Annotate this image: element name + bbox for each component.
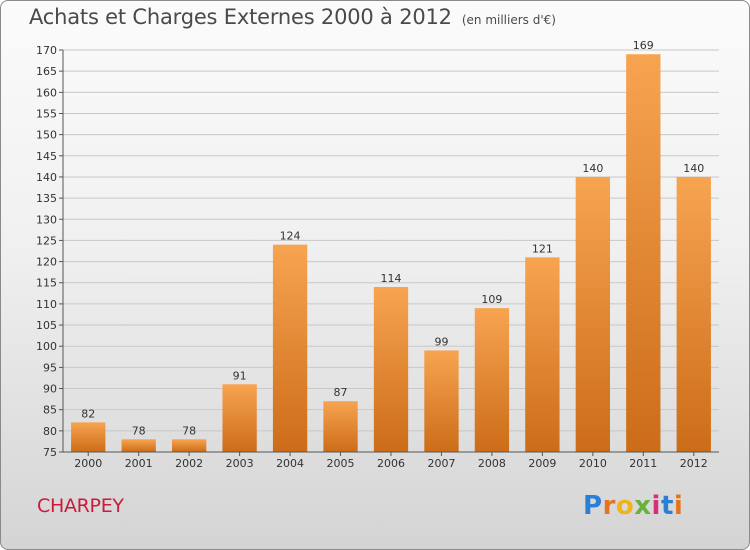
y-tick-label: 105	[36, 319, 57, 332]
bar	[222, 384, 257, 452]
logo-letter: i	[673, 491, 684, 521]
chart-title-text: Achats et Charges Externes 2000 à 2012	[29, 5, 452, 29]
data-label: 99	[434, 335, 448, 348]
y-tick-label: 160	[36, 86, 57, 99]
logo-letter: x	[634, 491, 652, 521]
bar	[121, 439, 156, 452]
logo-letter: i	[651, 491, 661, 521]
data-label: 169	[633, 39, 654, 52]
y-tick-label: 120	[36, 256, 57, 269]
x-tick-label: 2000	[74, 457, 102, 470]
x-tick-label: 2011	[629, 457, 657, 470]
x-tick-label: 2004	[276, 457, 304, 470]
y-tick-label: 85	[43, 404, 57, 417]
data-label: 140	[582, 162, 603, 175]
bar	[71, 422, 106, 452]
y-tick-label: 150	[36, 129, 57, 142]
y-tick-label: 130	[36, 213, 57, 226]
y-tick-label: 80	[43, 425, 57, 438]
data-label: 109	[481, 293, 502, 306]
data-label: 78	[132, 424, 146, 437]
logo-letter: P	[583, 491, 603, 521]
y-tick-label: 165	[36, 65, 57, 78]
x-tick-label: 2005	[327, 457, 355, 470]
x-tick-label: 2006	[377, 457, 405, 470]
bar	[676, 176, 711, 452]
y-tick-label: 95	[43, 361, 57, 374]
bar	[626, 54, 661, 453]
y-tick-label: 170	[36, 44, 57, 57]
bar	[424, 350, 459, 452]
y-tick-label: 115	[36, 277, 57, 290]
x-tick-label: 2007	[427, 457, 455, 470]
y-tick-label: 155	[36, 107, 57, 120]
data-label: 124	[280, 230, 301, 243]
axes: 75 80 85 90 95 100 105 110 115 120 125 130 135 140 145…	[36, 44, 719, 470]
chart-subtitle: (en milliers d'€)	[461, 13, 556, 27]
commune-name: CHARPEY	[37, 495, 124, 517]
x-tick-label: 2010	[579, 457, 607, 470]
bar	[272, 244, 308, 452]
bar	[171, 439, 207, 452]
y-tick-label: 145	[36, 150, 57, 163]
data-label: 114	[381, 272, 402, 285]
bar	[373, 286, 409, 452]
bar	[575, 176, 611, 452]
bar	[525, 257, 560, 452]
y-tick-label: 90	[43, 383, 57, 396]
x-tick-label: 2008	[478, 457, 506, 470]
y-tick-label: 75	[43, 446, 57, 459]
y-tick-label: 140	[36, 171, 57, 184]
y-tick-label: 110	[36, 298, 57, 311]
y-tick-label: 135	[36, 192, 57, 205]
data-label: 91	[233, 369, 247, 382]
x-tick-label: 2003	[226, 457, 254, 470]
x-tick-label: 2009	[528, 457, 556, 470]
logo-letter: r	[602, 491, 616, 521]
bar	[474, 308, 510, 452]
bar	[323, 401, 358, 452]
data-label: 140	[683, 162, 704, 175]
data-label: 82	[81, 407, 95, 420]
x-tick-label: 2001	[125, 457, 153, 470]
x-tick-label: 2012	[680, 457, 708, 470]
logo-letter: t	[660, 491, 674, 521]
y-tick-label: 125	[36, 234, 57, 247]
chart-title: Achats et Charges Externes 2000 à 2012 (e…	[29, 5, 556, 29]
bars: 82 78 78 91 124 87 114 99 109 121 140 169 140	[71, 39, 711, 453]
data-label: 78	[182, 424, 196, 437]
logo-letter: o	[615, 491, 635, 521]
x-tick-label: 2002	[175, 457, 203, 470]
y-tick-label: 100	[36, 340, 57, 353]
data-label: 121	[532, 242, 553, 255]
data-label: 87	[334, 386, 348, 399]
